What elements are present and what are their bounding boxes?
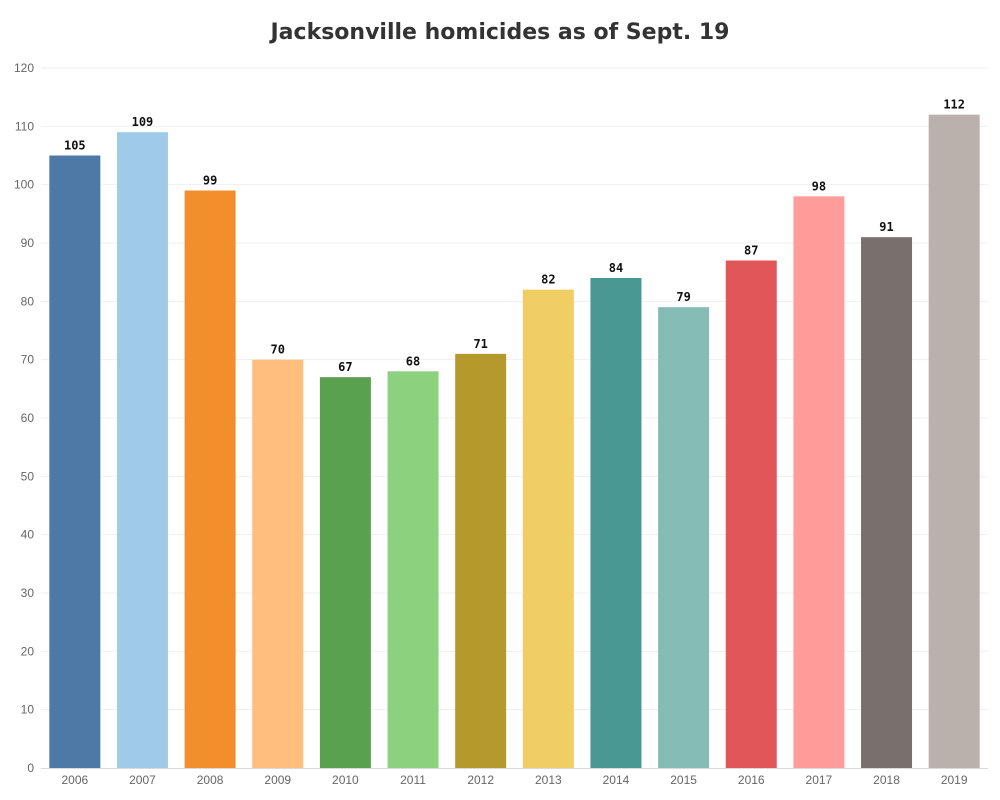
data-label-2011: 68 <box>406 354 420 368</box>
y-tick-label-60: 60 <box>21 411 35 425</box>
y-tick-label-80: 80 <box>21 294 35 308</box>
bars <box>49 114 980 769</box>
x-tick-label-2009: 2009 <box>264 773 291 787</box>
x-tick-label-2015: 2015 <box>670 773 697 787</box>
x-axis-ticks: 2006 2007 2008 2009 2010 2011 2012 2013 2014 2015… <box>61 773 967 787</box>
y-tick-label-40: 40 <box>21 528 35 542</box>
data-label-2006: 105 <box>64 139 86 153</box>
bar-2018 <box>861 237 913 768</box>
x-tick-label-2011: 2011 <box>400 773 426 787</box>
bar-2017 <box>793 196 845 769</box>
chart-title: Jacksonville homicides as of Sept. 19 <box>270 20 730 45</box>
y-tick-label-120: 120 <box>14 61 34 75</box>
data-label-2017: 98 <box>812 179 826 193</box>
data-label-2014: 84 <box>609 261 623 275</box>
data-label-2013: 82 <box>541 273 555 287</box>
data-label-2010: 67 <box>338 360 352 374</box>
bar-2009 <box>252 359 304 768</box>
bar-2012 <box>455 353 507 768</box>
data-label-2012: 71 <box>473 337 487 351</box>
bar-2019 <box>928 114 980 768</box>
bar-2015 <box>658 307 710 768</box>
x-tick-label-2014: 2014 <box>603 773 630 787</box>
y-tick-label-90: 90 <box>21 236 35 250</box>
bar-2016 <box>725 260 777 768</box>
y-tick-label-30: 30 <box>21 586 35 600</box>
data-label-2008: 99 <box>203 174 217 188</box>
x-tick-label-2018: 2018 <box>873 773 900 787</box>
data-label-2016: 87 <box>744 244 758 258</box>
y-tick-label-110: 110 <box>15 119 34 133</box>
bar-2014 <box>590 278 642 768</box>
bar-2007 <box>116 132 168 768</box>
x-tick-label-2013: 2013 <box>535 773 562 787</box>
x-tick-label-2019: 2019 <box>941 773 968 787</box>
x-tick-label-2012: 2012 <box>467 773 494 787</box>
y-tick-label-70: 70 <box>21 353 35 367</box>
bar-2008 <box>184 190 236 768</box>
bar-2010 <box>319 377 371 768</box>
y-tick-label-10: 10 <box>21 703 35 717</box>
data-label-2019: 112 <box>943 98 965 112</box>
gridlines <box>41 67 988 711</box>
bar-2006 <box>49 155 101 768</box>
y-axis-ticks: 0 10 20 30 40 50 60 70 80 90 100 110 120 <box>14 61 34 775</box>
y-tick-label-100: 100 <box>14 178 34 192</box>
x-tick-label-2008: 2008 <box>197 773 224 787</box>
data-label-2009: 70 <box>271 343 285 357</box>
x-tick-label-2006: 2006 <box>61 773 88 787</box>
y-tick-label-50: 50 <box>21 469 35 483</box>
x-tick-label-2010: 2010 <box>332 773 359 787</box>
bar-2011 <box>387 371 439 768</box>
x-tick-label-2007: 2007 <box>129 773 156 787</box>
y-tick-label-0: 0 <box>27 761 34 775</box>
y-tick-label-20: 20 <box>21 644 35 658</box>
data-label-2015: 79 <box>676 290 690 304</box>
x-tick-label-2017: 2017 <box>806 773 833 787</box>
bar-2013 <box>522 289 574 768</box>
data-labels: 105 109 99 70 67 68 71 82 84 79 87 98 91 112 <box>64 98 965 374</box>
data-label-2018: 91 <box>879 220 893 234</box>
data-label-2007: 109 <box>132 115 154 129</box>
x-tick-label-2016: 2016 <box>738 773 765 787</box>
